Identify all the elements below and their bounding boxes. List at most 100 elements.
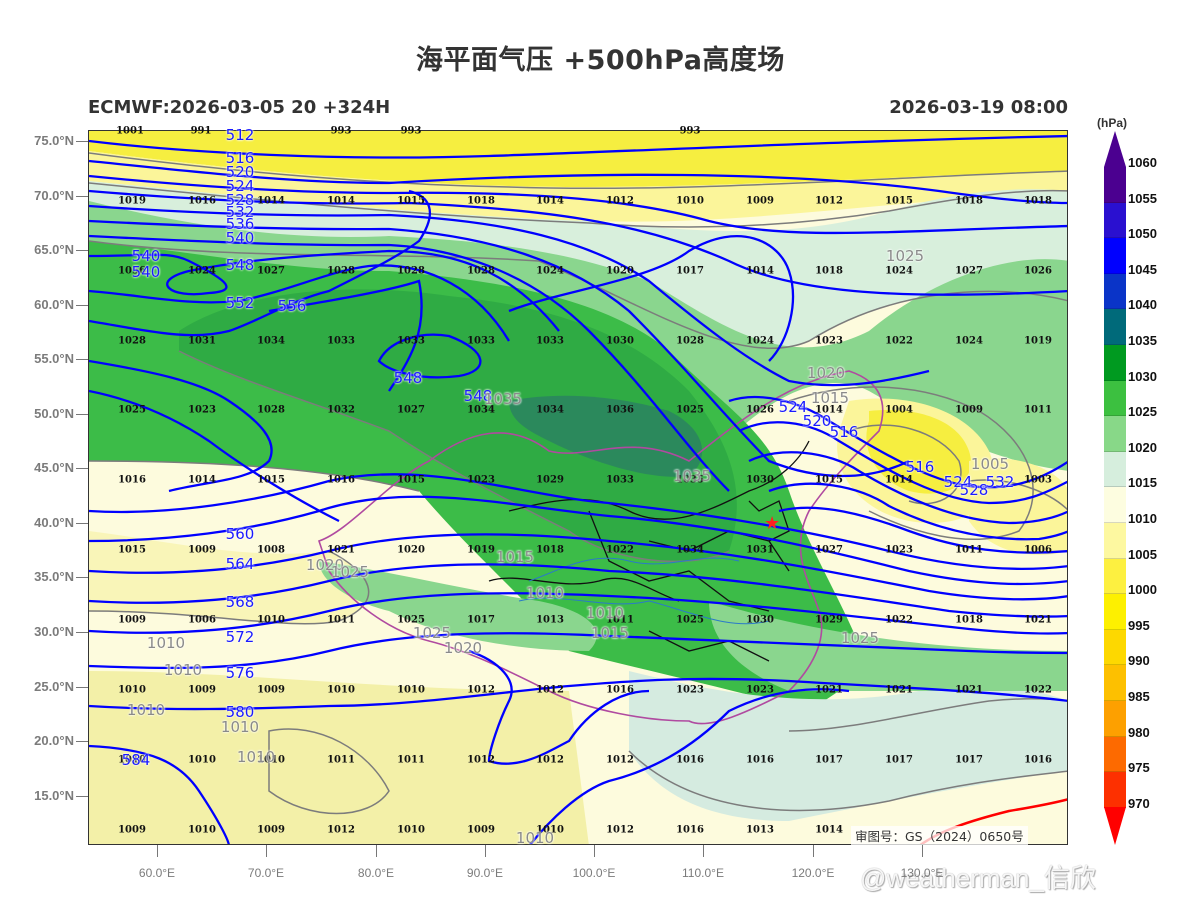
isobar-label: 1010 [163,661,203,679]
latitude-tick-label: 25.0°N [34,679,74,694]
pressure-value: 1012 [606,824,634,836]
height-contour-label: 532 [225,203,255,221]
height-contour-label: 536 [225,215,255,233]
longitude-tick [485,845,486,857]
latitude-tick [76,196,88,197]
pressure-value: 1028 [467,265,495,277]
pressure-value: 993 [679,125,701,137]
pressure-value: 1019 [118,195,146,207]
colorbar-swatch [1104,522,1126,559]
height-contour-label: 516 [829,423,859,441]
colorbar-swatch [1104,202,1126,239]
weather-map [88,130,1068,845]
height-contour-label: 540 [131,247,161,265]
colorbar-label: 1005 [1128,546,1157,562]
colorbar-swatch [1104,273,1126,310]
height-contour-label: 572 [225,628,255,646]
isobar-label: 1035 [483,390,523,408]
height-contour-label: 524 [943,473,973,491]
pressure-value: 1013 [746,824,774,836]
pressure-value: 1006 [1024,544,1052,556]
map-approval-number: 审图号：GS（2024）0650号 [851,826,1028,845]
pressure-value: 1024 [955,335,983,347]
isobar-label: 1010 [220,718,260,736]
height-contour-label: 524 [225,177,255,195]
pressure-value: 1030 [746,614,774,626]
colorbar-label: 1045 [1128,261,1157,277]
pressure-value: 1014 [746,265,774,277]
latitude-tick-label: 30.0°N [34,624,74,639]
pressure-value: 1028 [676,335,704,347]
pressure-value: 1028 [327,265,355,277]
longitude-tick-label: 90.0°E [466,866,504,880]
height-contour-label: 556 [277,297,307,315]
pressure-value: 1016 [606,684,634,696]
pressure-value: 1021 [815,684,843,696]
latitude-tick-label: 55.0°N [34,351,74,366]
pressure-value: 991 [190,125,212,137]
colorbar-swatch [1104,238,1126,274]
pressure-value: 1010 [397,684,425,696]
pressure-value: 1016 [676,754,704,766]
longitude-tick-label: 110.0°E [682,866,724,880]
longitude-tick [594,845,595,857]
pressure-value: 1027 [955,265,983,277]
longitude-tick-label: 60.0°E [138,866,176,880]
isobar-label: 1025 [330,563,370,581]
colorbar-swatch [1104,451,1126,488]
pressure-value: 1009 [257,684,285,696]
pressure-value: 1019 [467,544,495,556]
isobar-label: 1025 [885,247,925,265]
pressure-value: 1011 [606,614,634,626]
pressure-value: 1033 [606,474,634,486]
height-contour-label: 548 [225,256,255,274]
pressure-value: 1010 [188,824,216,836]
longitude-tick [703,845,704,857]
colorbar-top-arrow-icon [1104,131,1126,167]
isobar-label: 1010 [146,634,186,652]
pressure-value: 1033 [536,335,564,347]
pressure-value: 1010 [327,684,355,696]
pressure-value: 1017 [815,754,843,766]
latitude-tick [76,305,88,306]
pressure-value: 1015 [257,474,285,486]
longitude-tick [157,845,158,857]
valid-time-label: 2026-03-19 08:00 [889,97,1068,118]
pressure-value: 1034 [676,544,704,556]
pressure-value: 1025 [676,404,704,416]
isobar-label: 1010 [126,701,166,719]
pressure-value: 993 [330,125,352,137]
isobar-label: 1035 [672,467,712,485]
pressure-value: 1023 [188,404,216,416]
pressure-value: 1028 [397,265,425,277]
pressure-value: 1031 [188,335,216,347]
height-contour-label: 528 [225,191,255,209]
model-run-label: ECMWF:2026-03-05 20 +324H [88,97,391,118]
pressure-value: 1017 [467,614,495,626]
pressure-value: 1010 [536,824,564,836]
pressure-value: 1015 [118,544,146,556]
colorbar-label: 1060 [1128,155,1157,170]
pressure-value: 1011 [1024,404,1052,416]
pressure-value: 1010 [676,195,704,207]
pressure-value: 1023 [746,684,774,696]
pressure-value: 1010 [257,754,285,766]
latitude-tick [76,468,88,469]
height-contour-label: 548 [463,387,493,405]
pressure-value: 1015 [815,474,843,486]
pressure-value: 1014 [257,195,285,207]
pressure-value: 1012 [467,684,495,696]
pressure-value: 1022 [606,544,634,556]
pressure-value: 1019 [1024,335,1052,347]
pressure-value: 1015 [397,195,425,207]
latitude-tick-label: 60.0°N [34,297,74,312]
longitude-tick-label: 130.0°E [900,866,944,880]
colorbar-label: 1010 [1128,511,1157,526]
latitude-tick [76,632,88,633]
pressure-value: 1009 [188,544,216,556]
colorbar-label: 1020 [1128,439,1157,455]
longitude-tick [813,845,814,857]
pressure-value: 1032 [327,404,355,416]
pressure-value: 1009 [257,824,285,836]
pressure-value: 1021 [955,684,983,696]
